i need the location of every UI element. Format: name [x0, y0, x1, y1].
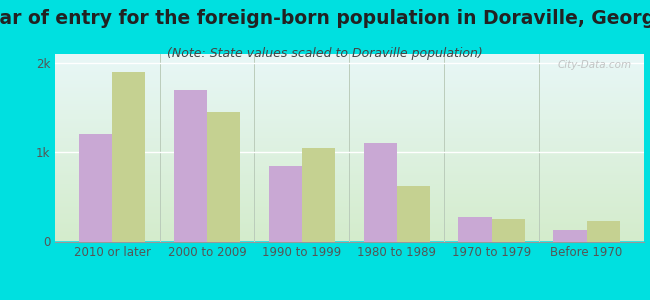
Bar — [79, 134, 112, 242]
Bar — [458, 218, 491, 242]
Bar — [112, 72, 146, 242]
Bar — [396, 186, 430, 242]
Text: Year of entry for the foreign-born population in Doraville, Georgia: Year of entry for the foreign-born popul… — [0, 9, 650, 28]
Legend: Doraville, Georgia: Doraville, Georgia — [246, 298, 452, 300]
Bar — [363, 143, 396, 242]
Bar — [553, 230, 586, 242]
Bar — [207, 112, 240, 242]
Bar — [302, 148, 335, 242]
Bar — [174, 90, 207, 242]
Bar — [268, 166, 302, 242]
Bar — [491, 219, 525, 242]
Bar — [586, 221, 620, 242]
Text: (Note: State values scaled to Doraville population): (Note: State values scaled to Doraville … — [167, 46, 483, 59]
Text: City-Data.com: City-Data.com — [558, 60, 632, 70]
